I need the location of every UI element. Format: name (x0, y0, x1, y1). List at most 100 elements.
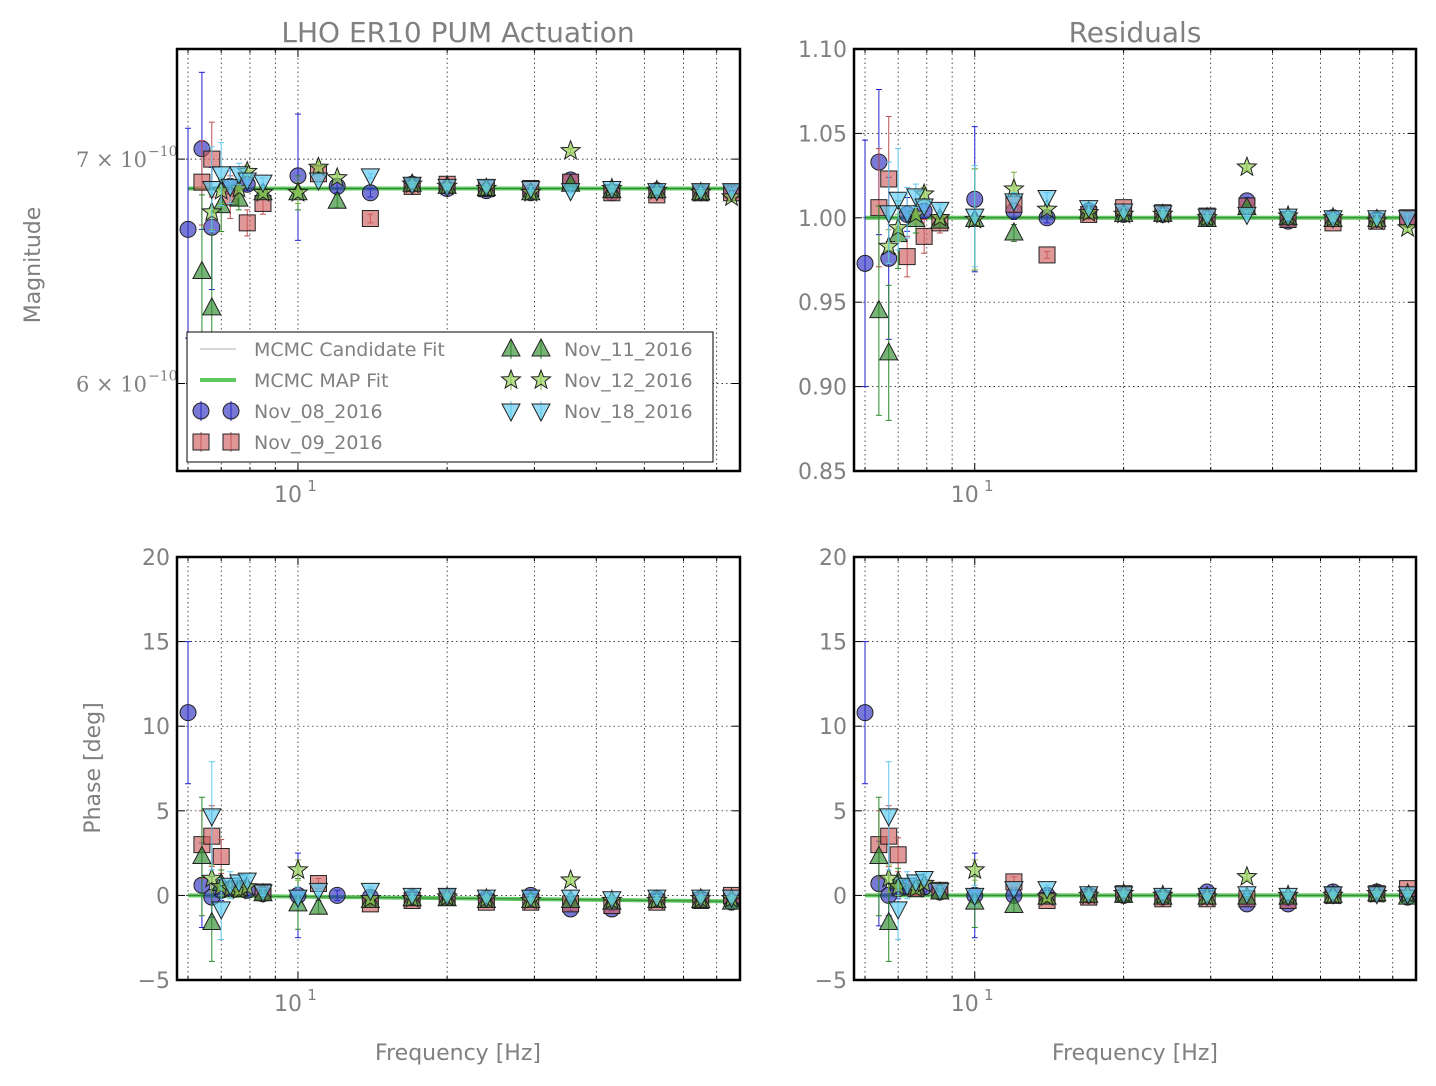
phase-residuals-xlabel: Frequency [Hz] (1052, 1041, 1218, 1066)
magnitude-panel-title: LHO ER10 PUM Actuation (281, 16, 634, 49)
data-point (360, 882, 381, 902)
series-nov-18-2016 (878, 761, 1416, 940)
legend-marker (501, 403, 521, 423)
x-tick-label: 10 (951, 992, 979, 1017)
x-tick-label: 10 (951, 483, 979, 508)
magnitude-frame (175, 47, 742, 473)
phase-residuals-plot-area (856, 641, 1416, 962)
y-tick-label: 20 (142, 546, 170, 571)
data-point (898, 248, 916, 266)
data-point (560, 889, 581, 909)
data-point (237, 172, 258, 192)
data-point (1278, 887, 1298, 907)
data-point (897, 205, 917, 224)
data-point (211, 166, 232, 185)
data-point (930, 201, 950, 221)
magnitude-residuals-ticks: 10 1 0.85 0.90 0.95 1.00 1.05 1.10 (798, 38, 1416, 508)
legend-label-nov-11: Nov_11_2016 (564, 339, 693, 361)
legend-marker (222, 402, 240, 420)
legend-label-map-fit: MCMC MAP Fit (254, 370, 389, 392)
data-point (179, 704, 197, 722)
magnitude-ylabel: Magnitude (21, 207, 46, 324)
data-point (1004, 894, 1024, 914)
phase-frame (175, 555, 742, 982)
legend-handle-nov-09 (192, 432, 240, 452)
data-point (1113, 886, 1134, 905)
data-point (878, 205, 899, 224)
series-nov-18-2016 (201, 142, 740, 233)
legend-marker (500, 368, 522, 390)
data-point (308, 172, 329, 192)
data-point (1323, 886, 1343, 905)
y-tick-label-exponent: −10 (148, 369, 178, 385)
residuals-panel-title: Residuals (1069, 16, 1202, 49)
data-point (1004, 221, 1024, 241)
data-point (307, 156, 330, 177)
magnitude-plot-area (179, 71, 740, 416)
legend: MCMC Candidate Fit MCMC MAP Fit Nov_08_2… (186, 331, 714, 463)
data-point (520, 181, 541, 200)
data-point (560, 183, 581, 202)
data-point (476, 889, 497, 909)
data-point (602, 181, 622, 200)
y-tick-label: 1.00 (798, 207, 847, 232)
data-point (179, 220, 197, 238)
data-point (402, 176, 422, 196)
data-point (201, 911, 222, 930)
phase-ticks: 10 1 −5 0 5 10 15 20 (138, 546, 740, 1017)
data-point (905, 188, 926, 207)
data-point (914, 198, 934, 218)
data-point (192, 845, 212, 864)
y-tick-label: 5 (833, 800, 847, 825)
data-point (869, 845, 889, 864)
data-point (964, 887, 985, 907)
data-point (200, 867, 223, 888)
data-point (1038, 246, 1056, 264)
y-tick-label-exponent: −10 (148, 144, 178, 160)
data-point (690, 183, 711, 202)
data-point (1237, 886, 1257, 905)
data-point (212, 847, 230, 865)
legend-marker (530, 368, 552, 390)
x-tick-label: 10 (274, 483, 302, 508)
legend-entry-nov-11: Nov_11_2016 (501, 337, 693, 361)
data-point (888, 191, 908, 211)
y-tick-label: 1.10 (798, 38, 847, 63)
y-tick-label: 0.95 (798, 291, 847, 316)
data-point (1397, 886, 1416, 905)
data-point (192, 260, 212, 279)
data-point (520, 889, 541, 909)
legend-marker (192, 402, 210, 420)
data-point (437, 887, 457, 907)
magnitude-residuals-plot-area (856, 89, 1416, 421)
y-tick-label: 15 (142, 631, 170, 656)
data-point (889, 846, 907, 864)
data-point (1197, 887, 1217, 907)
magnitude-ticks: 10 16 × 10 −107 × 10 −10 (76, 49, 740, 508)
legend-marker (222, 433, 240, 451)
legend-handle-nov-12 (500, 368, 552, 390)
x-tick-label-exponent: 1 (984, 477, 994, 495)
legend-label-nov-09: Nov_09_2016 (254, 432, 383, 454)
y-tick-label: 15 (819, 631, 847, 656)
magnitude-residuals-panel: 10 1 0.85 0.90 0.95 1.00 1.05 1.10 (798, 38, 1418, 508)
data-point (878, 341, 899, 361)
x-tick-label-exponent: 1 (984, 986, 994, 1004)
data-point (1113, 203, 1134, 223)
phase-ylabel: Phase [deg] (81, 702, 106, 833)
phase-xlabel: Frequency [Hz] (375, 1041, 541, 1066)
phase-residuals-ticks: 10 1 −5 0 5 10 15 20 (815, 546, 1416, 1017)
data-point (1367, 886, 1387, 905)
data-point (1278, 208, 1298, 228)
data-point (964, 208, 985, 228)
data-point (437, 178, 457, 198)
data-point (888, 901, 908, 921)
data-point (308, 896, 329, 915)
data-point (1152, 887, 1173, 907)
data-point (287, 858, 309, 880)
data-point (287, 181, 309, 203)
data-point (690, 889, 711, 909)
y-tick-label: 0 (833, 884, 847, 909)
magnitude-residuals-frame (852, 47, 1418, 473)
data-point (201, 296, 222, 316)
